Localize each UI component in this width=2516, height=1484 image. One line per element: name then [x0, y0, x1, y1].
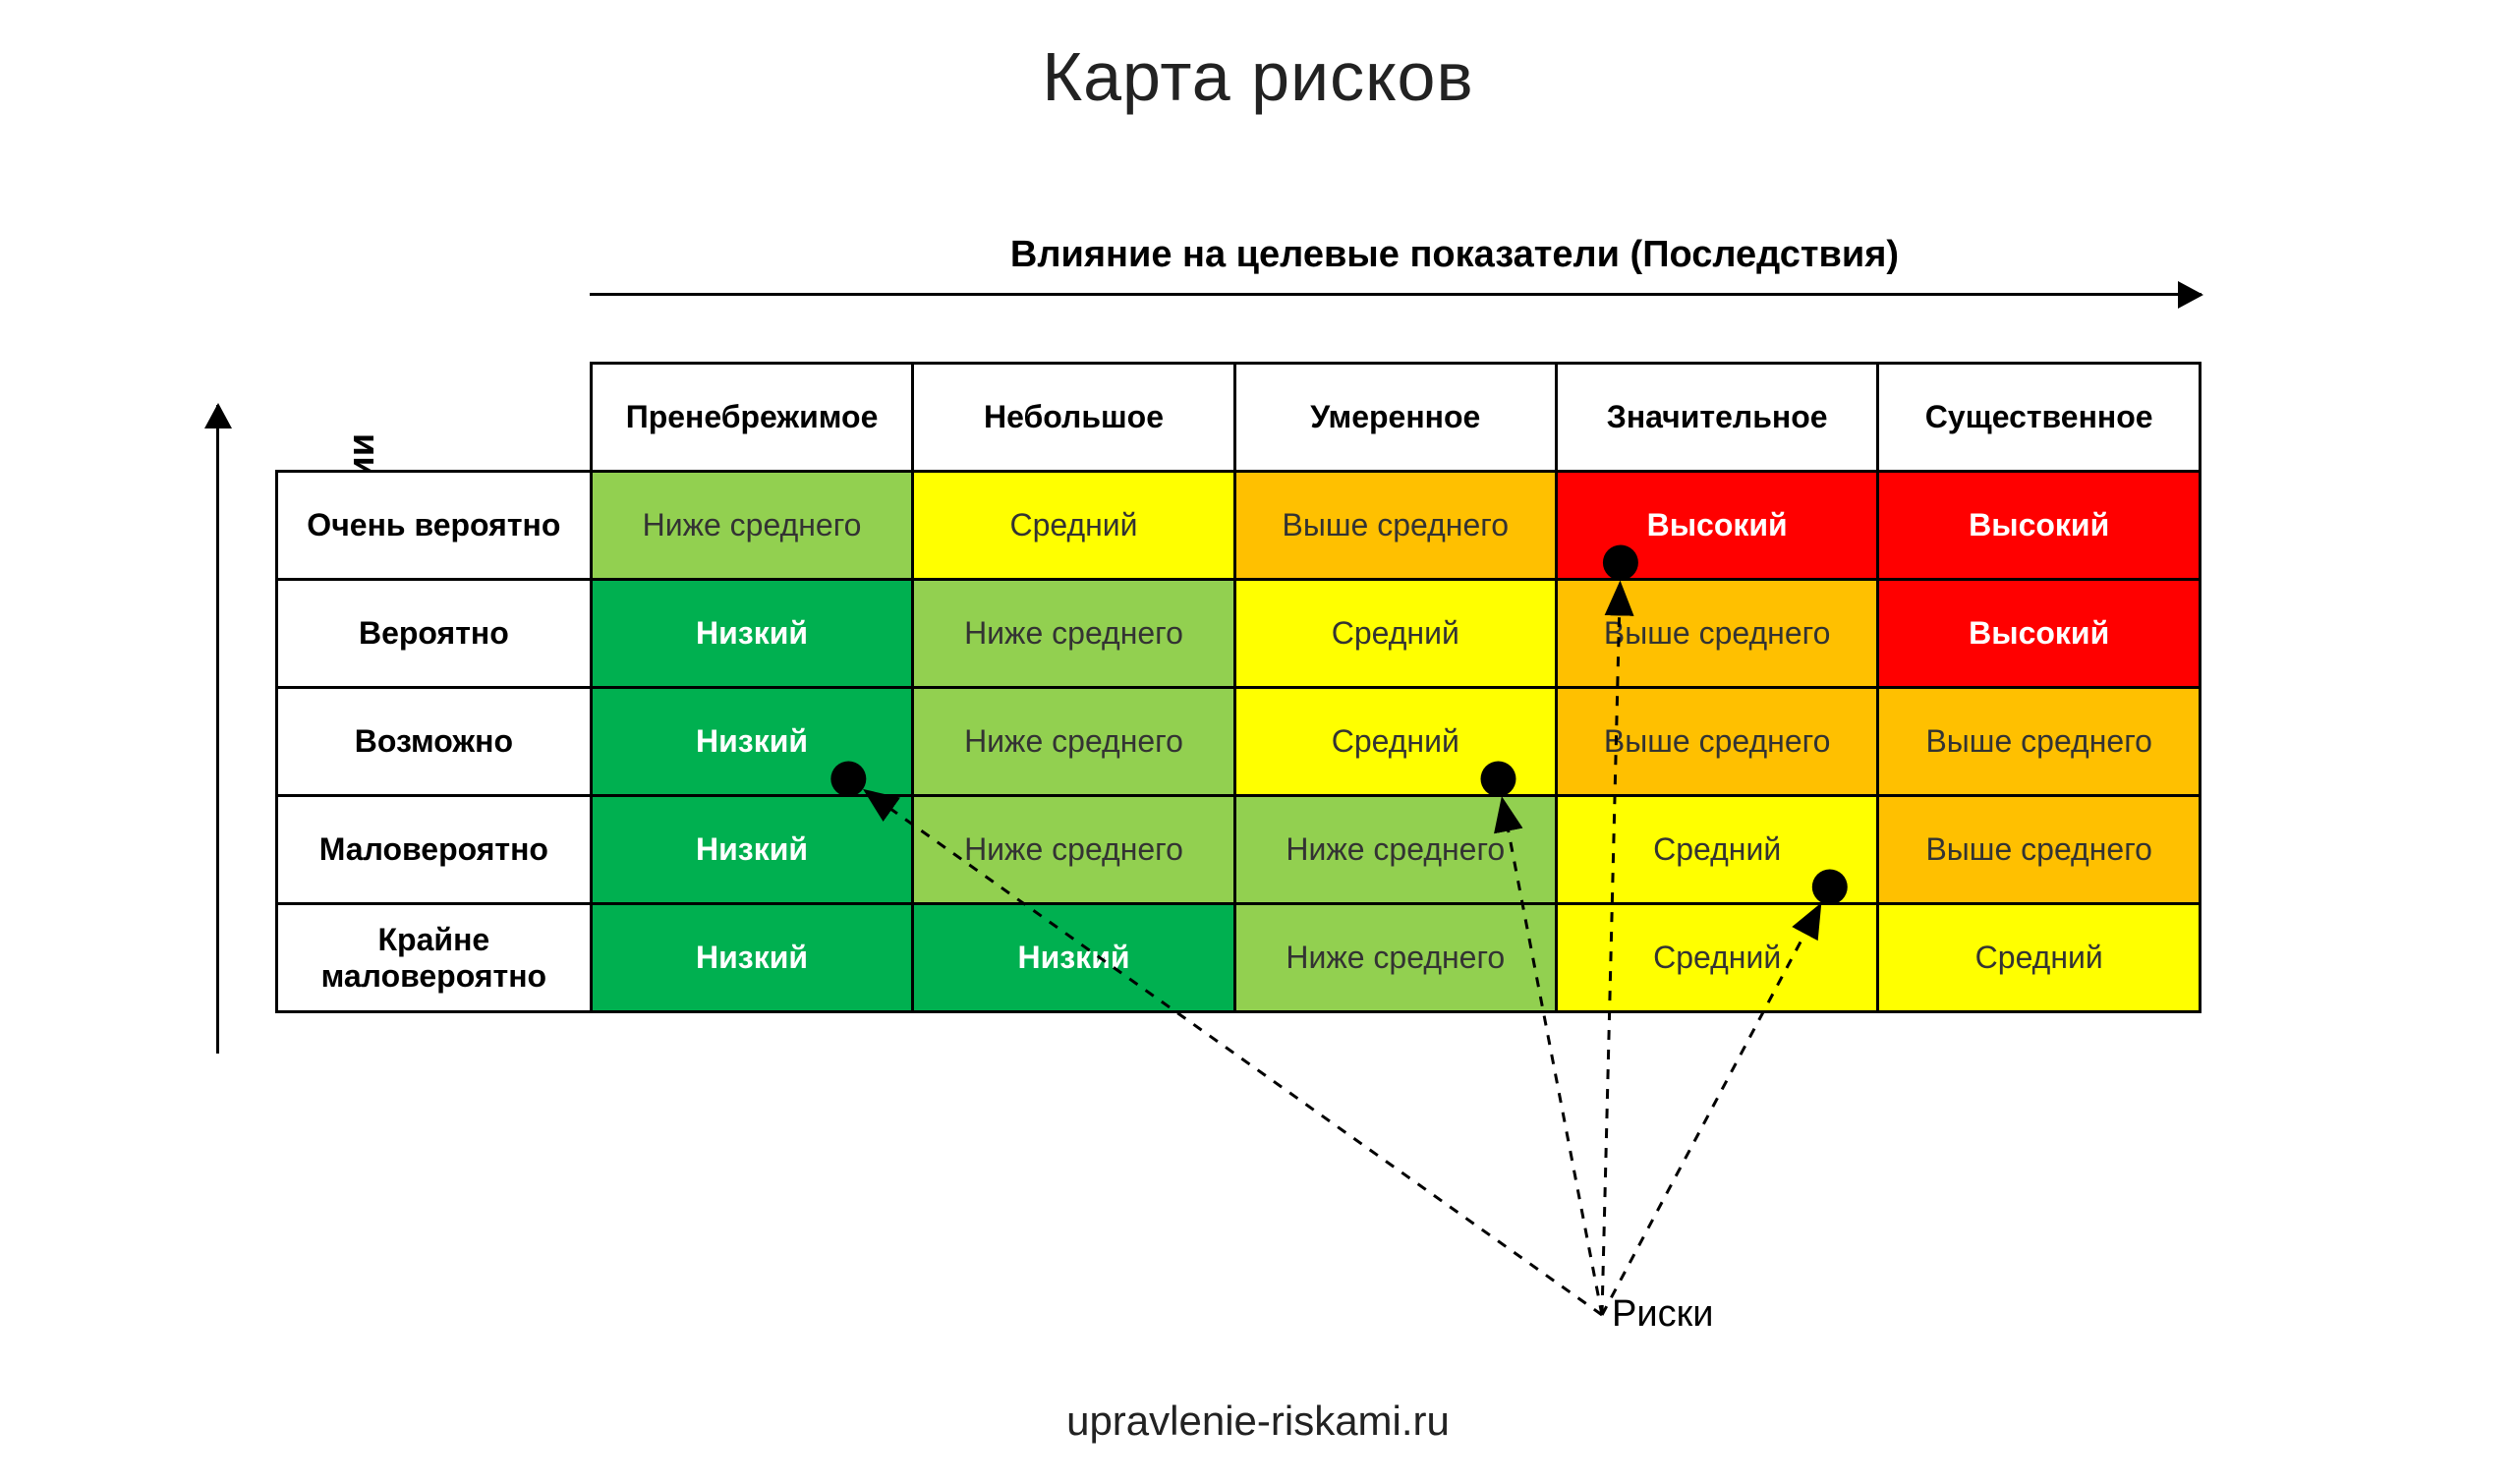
col-header: Небольшое [913, 364, 1234, 472]
risk-cell: Средний [1878, 904, 2201, 1012]
risk-cell: Средний [913, 472, 1234, 580]
page-title: Карта рисков [0, 37, 2516, 116]
row-header: Возможно [277, 688, 592, 796]
risk-cell: Низкий [591, 580, 913, 688]
risk-cell: Высокий [1878, 580, 2201, 688]
risk-cell: Ниже среднего [1234, 904, 1556, 1012]
risk-cell: Высокий [1878, 472, 2201, 580]
risks-callout-label: Риски [1612, 1293, 1713, 1336]
risk-cell: Выше среднего [1234, 472, 1556, 580]
risk-cell: Средний [1234, 580, 1556, 688]
col-header: Умеренное [1234, 364, 1556, 472]
risk-matrix: ПренебрежимоеНебольшоеУмеренноеЗначитель… [275, 362, 2202, 1013]
risk-cell: Ниже среднего [1234, 796, 1556, 904]
risk-cell: Ниже среднего [913, 580, 1234, 688]
risk-cell: Средний [1234, 688, 1556, 796]
row-header: Крайнемаловероятно [277, 904, 592, 1012]
risk-cell: Низкий [591, 688, 913, 796]
risk-cell: Низкий [913, 904, 1234, 1012]
col-header: Существенное [1878, 364, 2201, 472]
risk-cell: Средний [1556, 904, 1878, 1012]
footer-source: upravlenie-riskami.ru [0, 1398, 2516, 1445]
risk-cell: Выше среднего [1556, 580, 1878, 688]
risk-cell: Ниже среднего [913, 796, 1234, 904]
risk-cell: Низкий [591, 904, 913, 1012]
matrix-corner-blank [277, 364, 592, 472]
risk-cell: Выше среднего [1556, 688, 1878, 796]
col-header: Пренебрежимое [591, 364, 913, 472]
risk-cell: Ниже среднего [913, 688, 1234, 796]
x-axis-label: Влияние на целевые показатели (Последств… [865, 234, 2044, 276]
risk-cell: Средний [1556, 796, 1878, 904]
risk-cell: Выше среднего [1878, 688, 2201, 796]
risk-cell: Низкий [591, 796, 913, 904]
risk-cell: Выше среднего [1878, 796, 2201, 904]
col-header: Значительное [1556, 364, 1878, 472]
row-header: Маловероятно [277, 796, 592, 904]
risk-cell: Высокий [1556, 472, 1878, 580]
row-header: Очень вероятно [277, 472, 592, 580]
row-header: Вероятно [277, 580, 592, 688]
y-axis-arrow-icon [216, 405, 219, 1054]
risk-cell: Ниже среднего [591, 472, 913, 580]
x-axis-arrow-icon [590, 293, 2202, 296]
